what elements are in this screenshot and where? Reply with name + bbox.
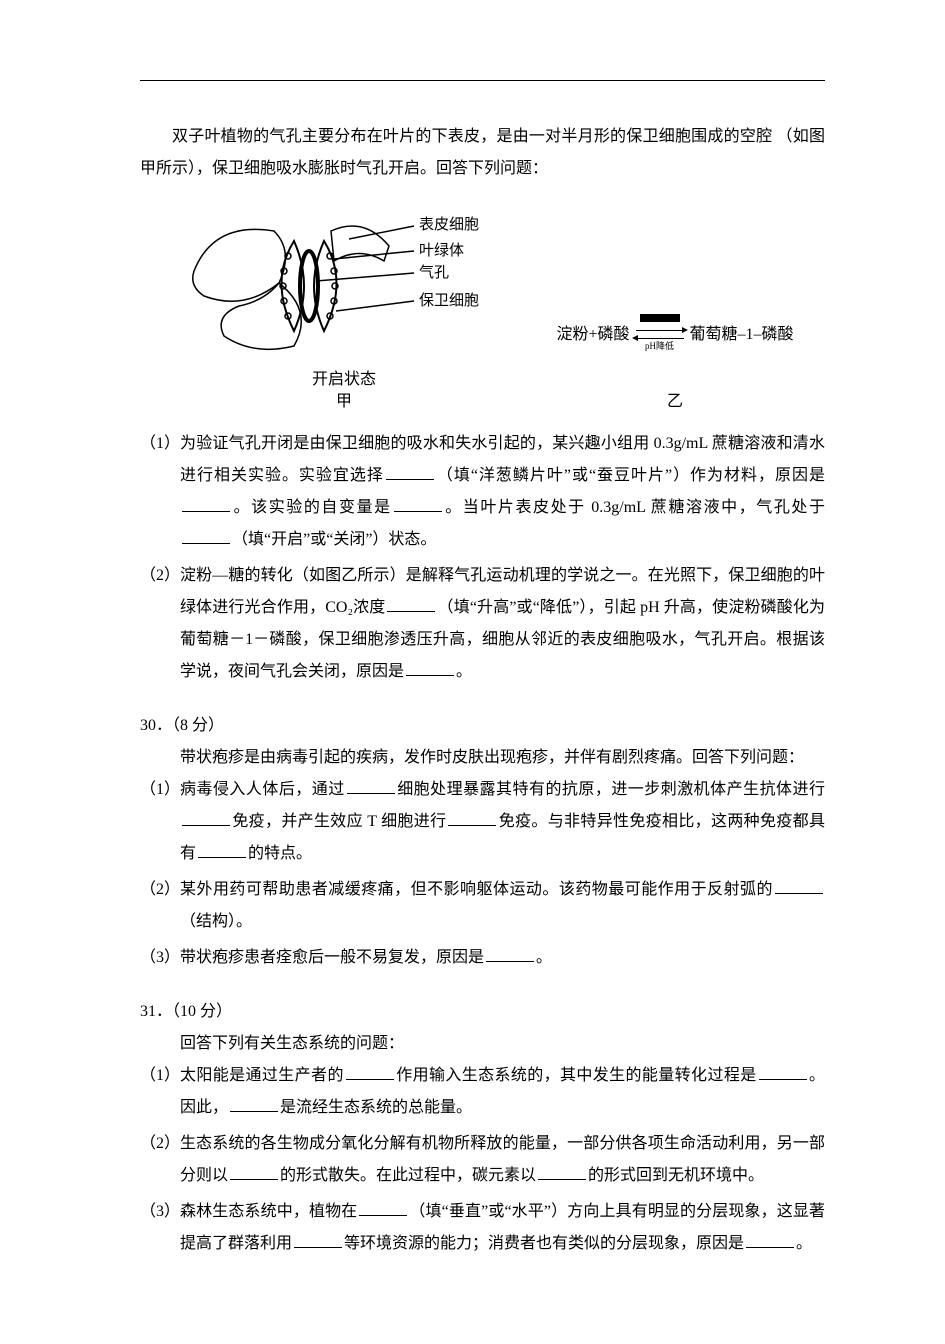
intro-line1: 双子叶植物的气孔主要分布在叶片的下表皮，是由一对半月形的保卫细胞围成的空腔 — [172, 128, 772, 145]
exam-page: 双子叶植物的气孔主要分布在叶片的下表皮，是由一对半月形的保卫细胞围成的空腔 （如… — [0, 0, 945, 1344]
sub-item-body: 生态系统的各生物成分氧化分解有机物所释放的能量，一部分供各项生命活动利用，另一部… — [180, 1128, 825, 1192]
sub-item-body: 森林生态系统中，植物在（填“垂直”或“水平”）方向上具有明显的分层现象，这显著提… — [180, 1196, 825, 1260]
sub-item-body: 某外用药可帮助患者减缓疼痛，但不影响躯体运动。该药物最可能作用于反射弧的 （结构）… — [180, 874, 825, 938]
fill-blank[interactable] — [294, 1232, 342, 1247]
caption-jia: 开启状态 甲 — [164, 369, 524, 414]
text-run: 的特点。 — [248, 845, 312, 862]
sub-item-number: （2） — [140, 874, 180, 906]
figure-captions: 开启状态 甲 乙 — [164, 369, 825, 414]
label-stoma: 气孔 — [419, 264, 449, 281]
question-sub-item: （1）太阳能是通过生产者的作用输入生态系统的，其中发生的能量转化过程是。因此，是… — [140, 1060, 825, 1124]
question-sub-item: （2）淀粉—糖的转化（如图乙所示）是解释气孔运动机理的学说之一。在光照下，保卫细… — [140, 560, 825, 688]
reaction-equation: 淀粉+磷酸 pH降低 葡萄糖–1–磷酸 — [556, 319, 793, 351]
sub-item-number: （1） — [140, 1060, 180, 1092]
fill-blank[interactable] — [346, 1064, 394, 1079]
question-sub-item: （3）森林生态系统中，植物在（填“垂直”或“水平”）方向上具有明显的分层现象，这… — [140, 1196, 825, 1260]
sub-item-body: 太阳能是通过生产者的作用输入生态系统的，其中发生的能量转化过程是。因此，是流经生… — [180, 1060, 825, 1124]
question-30-items: （1）病毒侵入人体后，通过 细胞处理暴露其特有的抗原，进一步刺激机体产生抗体进行免… — [140, 774, 825, 974]
fill-blank[interactable] — [759, 1064, 807, 1079]
sub-item-body: 为验证气孔开闭是由保卫细胞的吸水和失水引起的，某兴趣小组用 0.3g/mL 蔗糖… — [180, 428, 825, 556]
question-31-items: （1）太阳能是通过生产者的作用输入生态系统的，其中发生的能量转化过程是。因此，是… — [140, 1060, 825, 1260]
fill-blank[interactable] — [198, 842, 246, 857]
question-sub-item: （3）带状疱疹患者痊愈后一般不易复发，原因是 。 — [140, 942, 825, 974]
question-31-intro: 回答下列有关生态系统的问题： — [180, 1028, 825, 1060]
sub-item-number: （1） — [140, 428, 180, 460]
reaction-right: 葡萄糖–1–磷酸 — [690, 319, 794, 351]
text-run: （填“开启”或“关闭”）状态。 — [232, 531, 436, 548]
caption-yi-label: 乙 — [525, 391, 825, 413]
question-30-head: 30．（8 分） — [140, 710, 825, 742]
text-run: 。当叶片表皮处于 0.3g/mL 蔗糖溶液中，气孔处于 — [444, 499, 825, 516]
question-sub-item: （2）生态系统的各生物成分氧化分解有机物所释放的能量，一部分供各项生命活动利用，… — [140, 1128, 825, 1192]
question-sub-item: （2）某外用药可帮助患者减缓疼痛，但不影响躯体运动。该药物最可能作用于反射弧的 （… — [140, 874, 825, 938]
text-run: （结构）。 — [180, 913, 252, 930]
caption-yi: 乙 — [525, 369, 825, 414]
figure-jia: 表皮细胞 叶绿体 气孔 保卫细胞 — [164, 201, 524, 361]
label-chloroplast: 叶绿体 — [419, 242, 464, 259]
top-horizontal-rule — [140, 80, 825, 81]
sub-item-number: （2） — [140, 560, 180, 592]
sub-item-body: 淀粉—糖的转化（如图乙所示）是解释气孔运动机理的学说之一。在光照下，保卫细胞的叶… — [180, 560, 825, 688]
fill-blank[interactable] — [406, 660, 454, 675]
text-run: 病毒侵入人体后，通过 — [180, 781, 345, 798]
question-30-intro: 带状疱疹是由病毒引起的疾病，发作时皮肤出现疱疹，并伴有剧烈疼痛。回答下列问题： — [180, 742, 825, 774]
text-run: 。 — [536, 949, 552, 966]
text-run: 的形式散失。在此过程中，碳元素以 — [280, 1167, 536, 1184]
fill-blank[interactable] — [182, 528, 230, 543]
fill-blank[interactable] — [230, 1096, 278, 1111]
text-run: 的形式回到无机环境中。 — [588, 1167, 764, 1184]
sub-item-number: （1） — [140, 774, 180, 806]
fill-blank[interactable] — [775, 878, 823, 893]
fill-blank[interactable] — [182, 810, 230, 825]
fill-blank[interactable] — [387, 596, 435, 611]
intro-paragraph: 双子叶植物的气孔主要分布在叶片的下表皮，是由一对半月形的保卫细胞围成的空腔 （如… — [140, 121, 825, 185]
sub-item-number: （3） — [140, 942, 180, 974]
fill-blank[interactable] — [746, 1232, 794, 1247]
text-run: 。 — [456, 663, 472, 680]
text-run: 。 — [796, 1235, 812, 1252]
sub-item-number: （3） — [140, 1196, 180, 1228]
text-run: 带状疱疹患者痊愈后一般不易复发，原因是 — [180, 949, 484, 966]
text-run: 。该实验的自变量是 — [232, 499, 392, 516]
fill-blank[interactable] — [486, 946, 534, 961]
caption-jia-label: 甲 — [164, 391, 524, 413]
fill-blank[interactable] — [359, 1200, 407, 1215]
figure-yi: 淀粉+磷酸 pH降低 葡萄糖–1–磷酸 — [525, 319, 825, 351]
text-run: 是流经生态系统的总能量。 — [280, 1099, 472, 1116]
text-run: 某外用药可帮助患者减缓疼痛，但不影响躯体运动。该药物最可能作用于反射弧的 — [180, 881, 773, 898]
text-run: 森林生态系统中，植物在 — [180, 1203, 357, 1220]
reversible-arrow: pH降低 — [632, 326, 688, 344]
label-epidermis: 表皮细胞 — [419, 216, 479, 233]
text-run: 作用输入生态系统的，其中发生的能量转化过程是 — [396, 1067, 757, 1084]
question-sub-item: （1）为验证气孔开闭是由保卫细胞的吸水和失水引起的，某兴趣小组用 0.3g/mL… — [140, 428, 825, 556]
arrow-top-label — [640, 314, 680, 322]
sub-item-body: 带状疱疹患者痊愈后一般不易复发，原因是 。 — [180, 942, 825, 974]
sub-item-number: （2） — [140, 1128, 180, 1160]
fill-blank[interactable] — [448, 810, 496, 825]
caption-jia-state: 开启状态 — [164, 369, 524, 391]
fill-blank[interactable] — [394, 496, 442, 511]
reaction-left: 淀粉+磷酸 — [556, 319, 629, 351]
question-29-items: （1）为验证气孔开闭是由保卫细胞的吸水和失水引起的，某兴趣小组用 0.3g/mL… — [140, 428, 825, 688]
fill-blank[interactable] — [538, 1164, 586, 1179]
arrow-bottom-label: pH降低 — [632, 342, 688, 351]
label-guard-cell: 保卫细胞 — [419, 292, 479, 309]
fill-blank[interactable] — [230, 1164, 278, 1179]
text-run: 细胞处理暴露其特有的抗原，进一步刺激机体产生抗体进行 — [397, 781, 825, 798]
stomata-diagram: 表皮细胞 叶绿体 气孔 保卫细胞 — [184, 201, 504, 361]
text-run: （填“洋葱鳞片叶”或“蚕豆叶片”）作为材料，原因是 — [436, 467, 825, 484]
question-sub-item: （1）病毒侵入人体后，通过 细胞处理暴露其特有的抗原，进一步刺激机体产生抗体进行免… — [140, 774, 825, 870]
question-31-head: 31．（10 分） — [140, 996, 825, 1028]
fill-blank[interactable] — [182, 496, 230, 511]
text-run: 太阳能是通过生产者的 — [180, 1067, 344, 1084]
text-run: 等环境资源的能力；消费者也有类似的分层现象，原因是 — [344, 1235, 744, 1252]
sub-item-body: 病毒侵入人体后，通过 细胞处理暴露其特有的抗原，进一步刺激机体产生抗体进行免疫，并… — [180, 774, 825, 870]
figures-row: 表皮细胞 叶绿体 气孔 保卫细胞 淀粉+磷酸 pH降低 葡 — [164, 201, 825, 361]
text-run: 免疫，并产生效应 T 细胞进行 — [232, 813, 446, 830]
fill-blank[interactable] — [386, 464, 434, 479]
fill-blank[interactable] — [347, 778, 395, 793]
